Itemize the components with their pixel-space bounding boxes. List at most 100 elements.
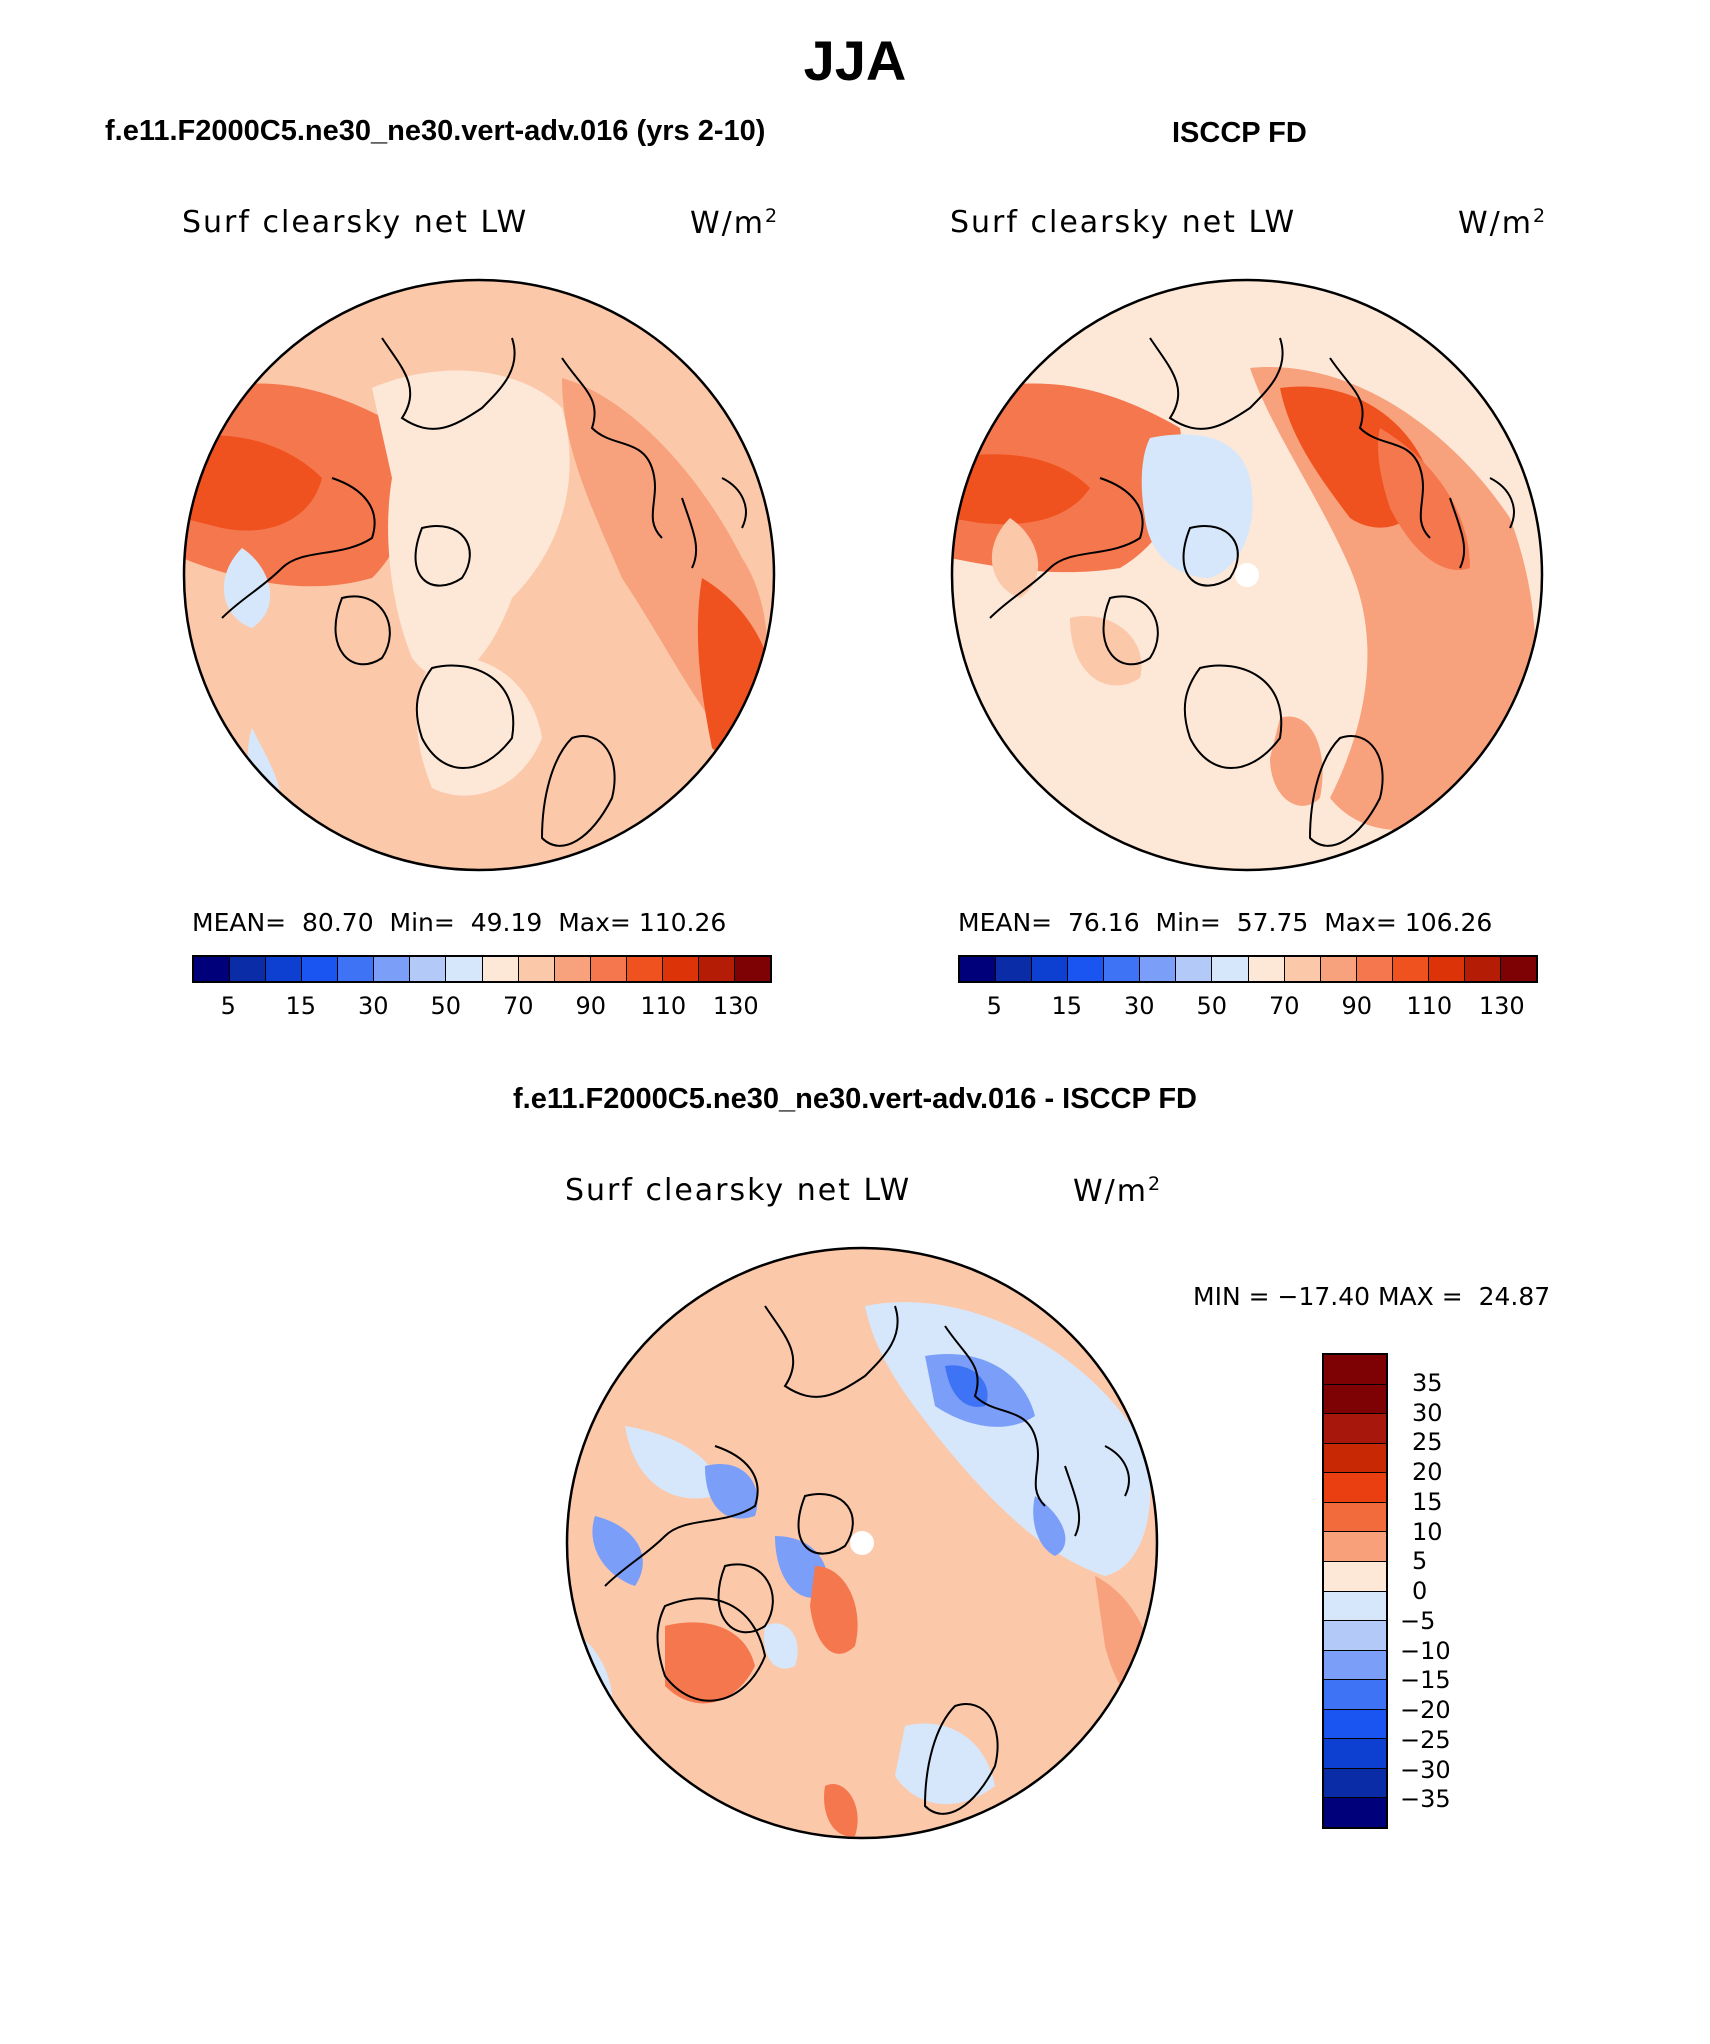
colorbar-tick-label: 35 xyxy=(1412,1368,1443,1397)
panel3-colorbar xyxy=(1322,1353,1388,1829)
panel3-variable-label: Surf clearsky net LW xyxy=(565,1173,912,1208)
map-field-canada-patch xyxy=(991,518,1039,598)
colorbar-tick-label: 20 xyxy=(1412,1458,1443,1486)
colorbar-box xyxy=(1284,957,1321,981)
colorbar-tick-label: 30 xyxy=(1412,1398,1443,1427)
colorbar-box xyxy=(996,957,1033,981)
colorbar-box xyxy=(1324,1414,1386,1444)
colorbar-tick-label: 5 xyxy=(1412,1547,1428,1576)
colorbar-box xyxy=(1428,957,1465,981)
panel3-map-border xyxy=(565,1246,1159,1840)
colorbar-box xyxy=(1320,957,1357,981)
colorbar-tick-label: 15 xyxy=(1412,1487,1443,1516)
map-field-greenland-patch xyxy=(1070,616,1142,686)
colorbar-box xyxy=(374,957,411,981)
panel1-colorbar-ticks: 5 15 30 50 70 90 110 130 xyxy=(192,992,772,1026)
colorbar-box xyxy=(1032,957,1069,981)
colorbar-box xyxy=(554,957,591,981)
panel1-case-title: f.e11.F2000C5.ne30_ne30.vert-adv.016 (yr… xyxy=(105,115,766,147)
map-field-arctic-warm xyxy=(810,1566,858,1654)
map-field-uk-warm xyxy=(824,1784,858,1837)
colorbar-tick-label: 50 xyxy=(430,992,462,1020)
colorbar-box xyxy=(1324,1473,1386,1503)
map-field-greenland xyxy=(417,656,542,796)
panel2-map-border xyxy=(950,278,1544,872)
map-field-scandinavia-warm xyxy=(1270,716,1323,806)
colorbar-box xyxy=(1068,957,1105,981)
map-field-archipelago-cool xyxy=(705,1464,758,1519)
panel3-colorbar-ticks: 35 30 25 20 15 10 5 0 −5 −10 −15 −20 −25 −30 −35 xyxy=(1400,1353,1490,1829)
colorbar-box xyxy=(1248,957,1285,981)
map-field-greenland-cool xyxy=(764,1623,798,1669)
colorbar-box xyxy=(482,957,519,981)
colorbar-box xyxy=(338,957,375,981)
map-field-canada-cool xyxy=(625,1426,717,1499)
panel2-stats: MEAN= 76.16 Min= 57.75 Max= 106.26 xyxy=(958,908,1493,937)
colorbar-box xyxy=(410,957,447,981)
colorbar-tick-label: 15 xyxy=(1051,992,1083,1020)
panel1-units: W/m2 xyxy=(690,205,780,241)
colorbar-tick-label: 15 xyxy=(285,992,317,1020)
colorbar-box xyxy=(1500,957,1536,981)
panel3-polar-map xyxy=(565,1246,1159,1840)
colorbar-box xyxy=(1324,1443,1386,1474)
colorbar-box xyxy=(194,957,231,981)
colorbar-box xyxy=(1464,957,1501,981)
panel1-variable-label: Surf clearsky net LW xyxy=(182,205,529,240)
colorbar-tick-label: −10 xyxy=(1400,1636,1451,1665)
colorbar-tick-label: 50 xyxy=(1196,992,1228,1020)
colorbar-tick-label: 130 xyxy=(1478,992,1525,1020)
map-field-cool-patch xyxy=(223,548,271,628)
panel2-polar-map xyxy=(950,278,1544,872)
panel2-variable-label: Surf clearsky net LW xyxy=(950,205,1297,240)
colorbar-box xyxy=(1324,1768,1386,1799)
map-field-siberia-hot xyxy=(952,454,1090,525)
panel2-units: W/m2 xyxy=(1458,205,1548,241)
colorbar-box xyxy=(1324,1355,1386,1385)
colorbar-tick-label: 70 xyxy=(502,992,534,1020)
colorbar-box xyxy=(446,957,483,981)
map-field-europe-cool xyxy=(895,1723,995,1805)
page-title: JJA xyxy=(803,29,907,92)
colorbar-tick-label: −5 xyxy=(1400,1606,1436,1635)
colorbar-tick-label: −30 xyxy=(1400,1755,1451,1784)
map-field-pacific-warm xyxy=(1250,367,1536,831)
colorbar-box xyxy=(266,957,303,981)
colorbar-box xyxy=(1324,1650,1386,1681)
colorbar-box xyxy=(1324,1561,1386,1592)
colorbar-box xyxy=(230,957,267,981)
colorbar-box xyxy=(1324,1739,1386,1769)
map-field-arctic-cool xyxy=(1141,434,1253,578)
map-field-greenland-warm xyxy=(665,1622,755,1704)
colorbar-tick-label: 5 xyxy=(986,992,1002,1020)
colorbar-box xyxy=(626,957,663,981)
colorbar-box xyxy=(1324,1798,1386,1827)
map-field-arctic-ocean xyxy=(372,370,570,678)
colorbar-box xyxy=(1324,1384,1386,1415)
colorbar-box xyxy=(1324,1621,1386,1651)
colorbar-box xyxy=(734,957,770,981)
colorbar-box xyxy=(1356,957,1393,981)
colorbar-tick-label: 25 xyxy=(1412,1428,1443,1457)
colorbar-box xyxy=(1176,957,1213,981)
colorbar-tick-label: 10 xyxy=(1412,1517,1443,1546)
panel2-case-title: ISCCP FD xyxy=(1172,117,1307,149)
panel2-coastlines xyxy=(989,337,1515,847)
colorbar-tick-label: 0 xyxy=(1412,1577,1428,1605)
colorbar-tick-label: 110 xyxy=(640,992,687,1020)
colorbar-tick-label: −20 xyxy=(1400,1696,1451,1724)
map-field-cool-patch-ne xyxy=(722,298,774,355)
colorbar-tick-label: 90 xyxy=(575,992,607,1020)
panel1-colorbar xyxy=(192,955,772,983)
colorbar-tick-label: 70 xyxy=(1268,992,1300,1020)
colorbar-box xyxy=(1212,957,1249,981)
panel3-units: W/m2 xyxy=(1073,1173,1163,1209)
panel2-colorbar-ticks: 5 15 30 50 70 90 110 130 xyxy=(958,992,1538,1026)
colorbar-tick-label: −15 xyxy=(1400,1666,1451,1695)
colorbar-tick-label: 5 xyxy=(220,992,236,1020)
colorbar-box xyxy=(1324,1532,1386,1562)
panel3-coastlines xyxy=(604,1305,1130,1815)
panel3-stats: MIN = −17.40 MAX = 24.87 xyxy=(1193,1282,1551,1311)
map-field-siberia-hot xyxy=(184,435,322,531)
colorbar-box xyxy=(518,957,555,981)
